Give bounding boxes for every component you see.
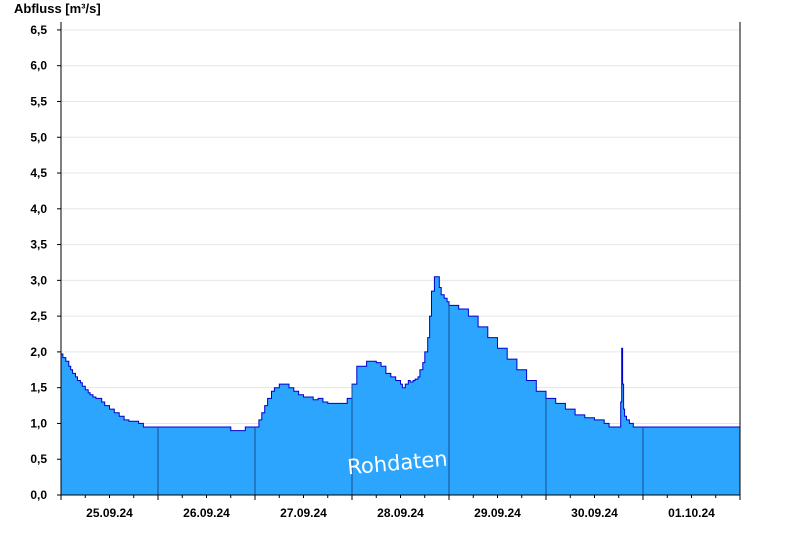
y-tick-label-2: 1,0 [30, 416, 47, 430]
discharge-area [61, 276, 740, 495]
y-tick-label-7: 3,5 [30, 238, 47, 252]
day-separators [157, 305, 644, 495]
y-tick-label-5: 2,5 [30, 309, 47, 323]
grid-lines [61, 29, 740, 460]
x-axis-ticks: 25.09.24 26.09.24 27.09.24 28.09.24 29.09.24… [60, 495, 741, 520]
y-tick-label-10: 5,0 [30, 130, 47, 144]
x-tick-label-2: 27.09.24 [280, 506, 327, 520]
y-tick-label-6: 3,0 [30, 273, 47, 287]
x-tick-label-3: 28.09.24 [377, 506, 424, 520]
y-tick-label-1: 0,5 [30, 452, 47, 466]
y-tick-label-0: 0,0 [30, 488, 47, 502]
x-tick-label-5: 30.09.24 [571, 506, 618, 520]
y-tick-label-4: 2,0 [30, 345, 47, 359]
y-tick-label-8: 4,0 [30, 202, 47, 216]
x-tick-label-4: 29.09.24 [474, 506, 521, 520]
y-tick-label-13: 6,5 [30, 23, 47, 37]
x-tick-label-6: 01.10.24 [668, 506, 715, 520]
x-tick-label-0: 25.09.24 [86, 506, 133, 520]
discharge-line [61, 276, 740, 432]
y-axis-title: Abfluss [m³/s] [14, 1, 101, 16]
y-tick-label-3: 1,5 [30, 381, 47, 395]
y-tick-label-9: 4,5 [30, 166, 47, 180]
y-tick-label-12: 6,0 [30, 59, 47, 73]
y-tick-label-11: 5,5 [30, 94, 47, 108]
x-tick-label-1: 26.09.24 [183, 506, 230, 520]
y-axis-ticks: 0,0 0,5 1,0 1,5 2,0 2,5 3,0 3,5 4,0 4,5 5,0 5,5 6,0 6… [30, 23, 61, 502]
